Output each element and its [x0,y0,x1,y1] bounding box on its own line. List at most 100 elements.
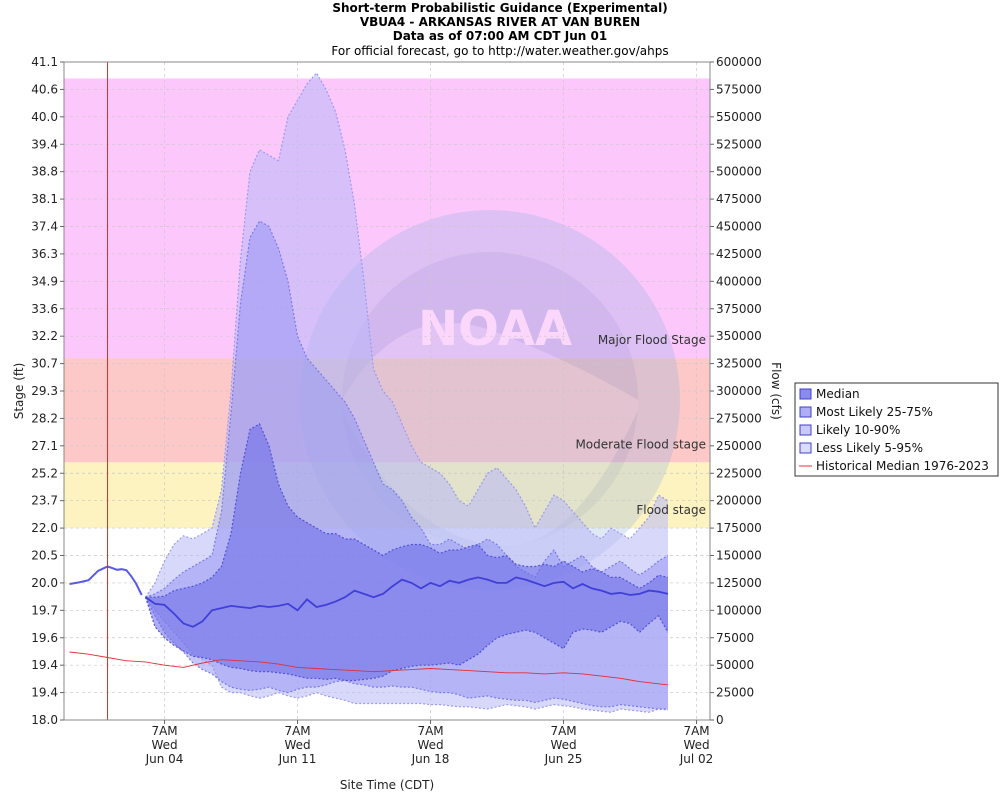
right-tick-label: 575000 [716,82,762,96]
median-line [144,576,669,628]
band-upper-line-2 [145,423,669,598]
right-tick-label: 525000 [716,137,762,151]
legend-swatch [799,424,812,436]
left-tick-label: 34.9 [31,274,58,288]
right-tick-label: 550000 [716,110,762,124]
legend-swatch [799,388,812,400]
right-tick-label: 200000 [716,494,762,508]
right-tick-label: 50000 [716,658,754,672]
band-2 [145,423,668,681]
right-tick-label: 275000 [716,411,762,425]
x-tick-label: Jun 11 [278,752,317,766]
x-tick-label: 7AM [550,724,576,738]
left-tick-label: 19.6 [31,631,58,645]
legend-label: Most Likely 25-75% [816,405,933,419]
legend-swatch [799,406,812,418]
right-tick-label: 250000 [716,439,762,453]
right-tick-label: 500000 [716,165,762,179]
right-tick-label: 475000 [716,192,762,206]
legend-swatch [799,442,812,454]
left-tick-label: 39.4 [31,137,58,151]
left-tick-label: 19.4 [31,658,58,672]
right-tick-label: 375000 [716,302,762,316]
x-tick-label: Wed [284,738,310,752]
x-tick-label: Wed [417,738,443,752]
x-tick-label: 7AM [284,724,310,738]
right-tick-label: 125000 [716,576,762,590]
right-tick-label: 150000 [716,549,762,563]
right-tick-label: 300000 [716,384,762,398]
x-tick-label: Wed [151,738,177,752]
x-axis-label: Site Time (CDT) [340,778,434,792]
band-upper-line-0 [145,71,669,598]
flood-band-label-1: Moderate Flood stage [575,437,706,451]
band-upper-line-1 [145,220,669,598]
y-axis-left-label: Stage (ft) [12,363,26,420]
left-tick-label: 32.2 [31,329,58,343]
legend-box [794,382,999,477]
left-tick-label: 40.0 [31,110,58,124]
left-tick-label: 41.1 [31,55,58,69]
right-tick-label: 0 [716,713,724,727]
flood-band-label-2: Major Flood Stage [598,333,706,347]
right-tick-label: 600000 [716,55,762,69]
right-tick-label: 400000 [716,274,762,288]
legend-label: Likely 10-90% [816,423,900,437]
right-tick-label: 325000 [716,357,762,371]
left-tick-label: 25.2 [31,466,58,480]
x-tick-label: Wed [550,738,576,752]
left-tick-label: 18.0 [31,713,58,727]
x-tick-label: Jul 02 [679,752,714,766]
official-forecast-link[interactable]: For official forecast, go to http://wate… [331,44,668,58]
left-tick-label: 22.0 [31,521,58,535]
flood-band-labels: Flood stage Moderate Flood stage Major Flo… [575,333,706,517]
band-lower-line-2 [144,597,669,682]
historical-median-line [69,651,669,686]
observed-line [69,565,143,596]
chart-title: Short-term Probabilistic Guidance (Exper… [332,1,667,15]
data-timestamp: Data as of 07:00 AM CDT Jun 01 [393,29,607,43]
left-tick-label: 33.6 [31,302,58,316]
y-axis-right-label: Flow (cfs) [769,362,783,420]
x-tick-label: Jun 18 [411,752,450,766]
left-tick-label: 37.4 [31,220,58,234]
right-tick-label: 175000 [716,521,762,535]
x-tick-label: 7AM [683,724,709,738]
left-tick-label: 20.5 [31,549,58,563]
right-tick-label: 75000 [716,631,754,645]
legend: Median Most Likely 25-75% Likely 10-90% Les… [794,382,999,477]
left-tick-label: 30.7 [31,357,58,371]
flood-band-2 [64,78,710,359]
series-layer [69,71,669,713]
left-tick-label: 20.0 [31,576,58,590]
legend-label: Historical Median 1976-2023 [816,459,989,473]
x-tick-label: Wed [683,738,709,752]
right-tick-label: 225000 [716,466,762,480]
x-tick-label: 7AM [417,724,443,738]
flood-band-label-0: Flood stage [636,503,706,517]
right-tick-label: 100000 [716,603,762,617]
left-tick-label: 38.8 [31,165,58,179]
x-tick-label: Jun 04 [145,752,184,766]
legend-label: Median [816,387,860,401]
left-tick-label: 36.3 [31,247,58,261]
right-tick-label: 25000 [716,686,754,700]
left-tick-label: 40.6 [31,82,58,96]
left-tick-label: 19.7 [31,603,58,617]
left-tick-label: 23.7 [31,494,58,508]
left-tick-label: 38.1 [31,192,58,206]
station-name: VBUA4 - ARKANSAS RIVER AT VAN BUREN [360,15,640,29]
right-axis-ticks: 0 25000 50000 75000 100000 125000 150000 175000… [710,55,762,727]
left-axis-ticks: 18.0 19.4 19.4 19.6 19.7 20.0 20.5 22.0 23.7 25.2… [31,55,64,727]
left-tick-label: 29.3 [31,384,58,398]
right-tick-label: 425000 [716,247,762,261]
legend-label: Less Likely 5-95% [816,441,923,455]
noaa-logo-text: NOAA [418,301,572,357]
left-tick-label: 19.4 [31,686,58,700]
left-tick-label: 27.1 [31,439,58,453]
right-tick-label: 350000 [716,329,762,343]
x-tick-label: Jun 25 [544,752,583,766]
